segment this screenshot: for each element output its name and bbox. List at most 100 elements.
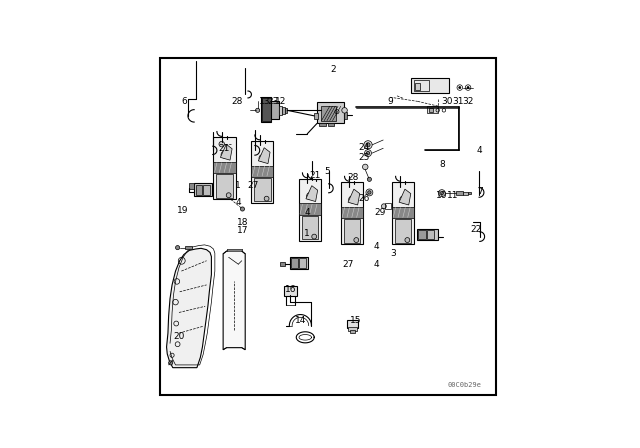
Circle shape [405, 237, 410, 242]
Polygon shape [348, 189, 360, 205]
Bar [185, 246, 192, 249]
Bar [216, 174, 233, 198]
Text: 13: 13 [259, 97, 270, 106]
Bar [280, 262, 285, 266]
Circle shape [440, 191, 444, 195]
Circle shape [362, 164, 368, 170]
Circle shape [312, 234, 317, 239]
Text: 24: 24 [358, 143, 369, 152]
Bar [463, 192, 468, 194]
Text: 27: 27 [247, 181, 259, 190]
Bar [428, 106, 438, 113]
Bar [392, 207, 414, 218]
Text: 5: 5 [324, 167, 330, 176]
Bar [299, 179, 321, 241]
Text: 4: 4 [374, 260, 379, 269]
Bar [314, 113, 318, 119]
Text: 22: 22 [470, 225, 482, 234]
Bar [317, 102, 344, 124]
Text: 32: 32 [462, 97, 474, 106]
Bar [284, 286, 297, 296]
Bar [302, 216, 318, 239]
Circle shape [307, 193, 314, 199]
Text: 26: 26 [358, 194, 369, 203]
Polygon shape [166, 248, 211, 368]
Text: 9: 9 [387, 97, 393, 106]
Bar [413, 80, 429, 91]
Circle shape [168, 361, 173, 365]
Text: 4: 4 [477, 146, 483, 155]
Text: 18: 18 [237, 218, 248, 227]
Circle shape [349, 196, 356, 203]
Text: 10: 10 [436, 191, 447, 200]
Bar [328, 123, 334, 126]
Circle shape [264, 196, 269, 201]
Bar [349, 331, 355, 333]
Text: 11: 11 [447, 191, 459, 200]
Bar [252, 141, 273, 203]
Polygon shape [259, 148, 270, 164]
Text: 14: 14 [294, 315, 306, 324]
Text: 15: 15 [350, 315, 362, 324]
Text: 3: 3 [390, 250, 396, 258]
Circle shape [366, 143, 370, 147]
Circle shape [381, 204, 387, 209]
Bar [347, 320, 358, 327]
Text: 21: 21 [218, 144, 230, 153]
Text: 28: 28 [347, 173, 358, 182]
Bar [395, 219, 412, 243]
Circle shape [367, 191, 371, 194]
Circle shape [400, 196, 406, 203]
Text: 16: 16 [285, 284, 296, 293]
Polygon shape [223, 251, 245, 350]
Circle shape [226, 193, 231, 198]
Bar [196, 185, 202, 194]
Text: 17: 17 [237, 226, 248, 235]
Bar [299, 258, 306, 267]
Circle shape [367, 177, 371, 181]
Circle shape [366, 151, 370, 155]
Circle shape [342, 108, 348, 113]
Polygon shape [399, 189, 411, 205]
Bar [341, 207, 363, 218]
Bar [194, 184, 212, 196]
Text: 1: 1 [236, 181, 241, 190]
Text: 19: 19 [177, 206, 188, 215]
Bar [285, 108, 287, 113]
Polygon shape [220, 144, 232, 160]
Bar [291, 258, 298, 267]
Bar [412, 78, 449, 93]
Bar [203, 185, 210, 194]
Circle shape [175, 246, 180, 250]
Text: 00C0b29e: 00C0b29e [447, 382, 482, 388]
Circle shape [365, 150, 371, 156]
Polygon shape [306, 185, 317, 202]
Circle shape [259, 155, 266, 162]
Circle shape [241, 207, 244, 211]
Circle shape [354, 237, 358, 242]
Text: 20: 20 [173, 332, 185, 341]
Text: 1: 1 [305, 229, 310, 238]
Bar [344, 112, 348, 119]
Bar [299, 203, 321, 215]
Text: 28: 28 [231, 97, 243, 106]
Bar [252, 165, 273, 177]
Bar [468, 192, 471, 194]
Text: 7: 7 [477, 187, 483, 196]
Text: 6: 6 [181, 97, 187, 106]
Text: 8: 8 [440, 159, 445, 168]
Bar [429, 108, 433, 112]
Text: 31: 31 [452, 97, 463, 106]
Circle shape [459, 86, 461, 89]
Bar [419, 230, 426, 239]
Text: 4: 4 [374, 242, 379, 251]
Bar [282, 107, 285, 114]
Text: 25: 25 [358, 153, 369, 162]
Text: 27: 27 [342, 260, 354, 269]
Bar [262, 98, 271, 121]
Text: 23: 23 [267, 97, 278, 106]
Bar [385, 203, 391, 209]
Bar [427, 230, 435, 239]
Bar [271, 101, 279, 119]
Circle shape [467, 86, 469, 89]
